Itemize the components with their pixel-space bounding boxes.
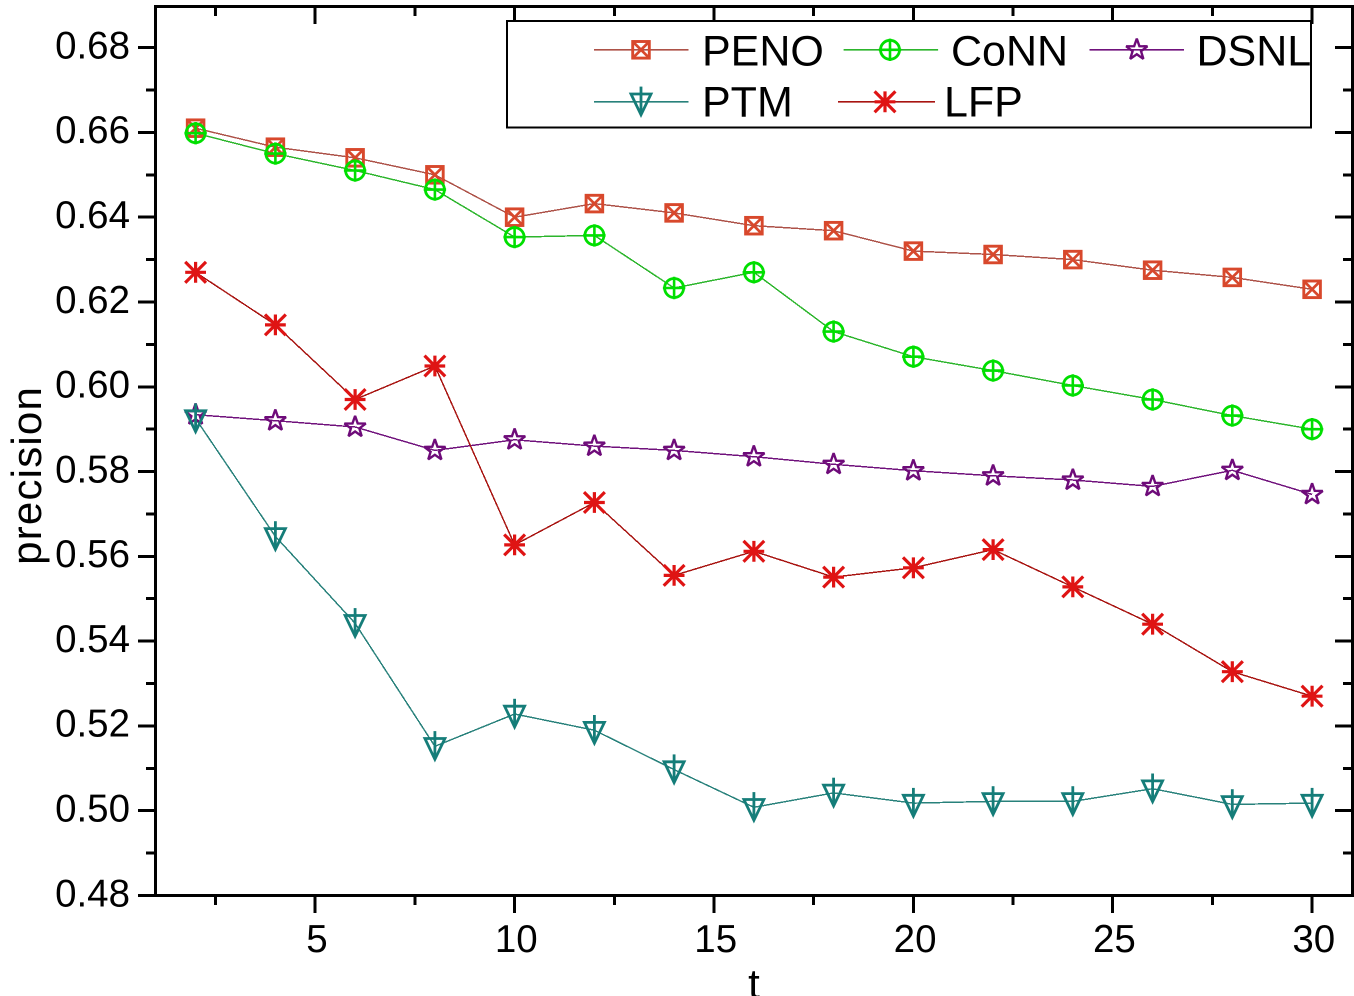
svg-text:precision: precision bbox=[3, 386, 50, 565]
svg-text:0.48: 0.48 bbox=[55, 872, 130, 915]
svg-text:30: 30 bbox=[1292, 918, 1335, 961]
svg-text:0.68: 0.68 bbox=[55, 24, 130, 67]
svg-text:0.66: 0.66 bbox=[55, 109, 130, 152]
svg-text:15: 15 bbox=[694, 918, 737, 961]
svg-text:CoNN: CoNN bbox=[951, 28, 1068, 76]
svg-text:20: 20 bbox=[894, 918, 937, 961]
svg-text:10: 10 bbox=[495, 918, 538, 961]
svg-text:PENO: PENO bbox=[702, 28, 824, 76]
svg-text:t: t bbox=[748, 960, 760, 996]
svg-text:0.56: 0.56 bbox=[55, 533, 130, 576]
svg-text:0.60: 0.60 bbox=[55, 364, 130, 407]
svg-text:0.52: 0.52 bbox=[55, 703, 130, 746]
svg-text:LFP: LFP bbox=[944, 79, 1023, 127]
svg-text:0.62: 0.62 bbox=[55, 279, 130, 322]
svg-text:5: 5 bbox=[306, 918, 327, 961]
svg-text:0.54: 0.54 bbox=[55, 618, 130, 661]
svg-text:0.50: 0.50 bbox=[55, 788, 130, 831]
svg-text:PTM: PTM bbox=[702, 79, 793, 127]
svg-text:DSNL: DSNL bbox=[1197, 28, 1312, 76]
svg-text:0.58: 0.58 bbox=[55, 448, 130, 491]
svg-text:25: 25 bbox=[1093, 918, 1136, 961]
svg-text:0.64: 0.64 bbox=[55, 194, 130, 237]
